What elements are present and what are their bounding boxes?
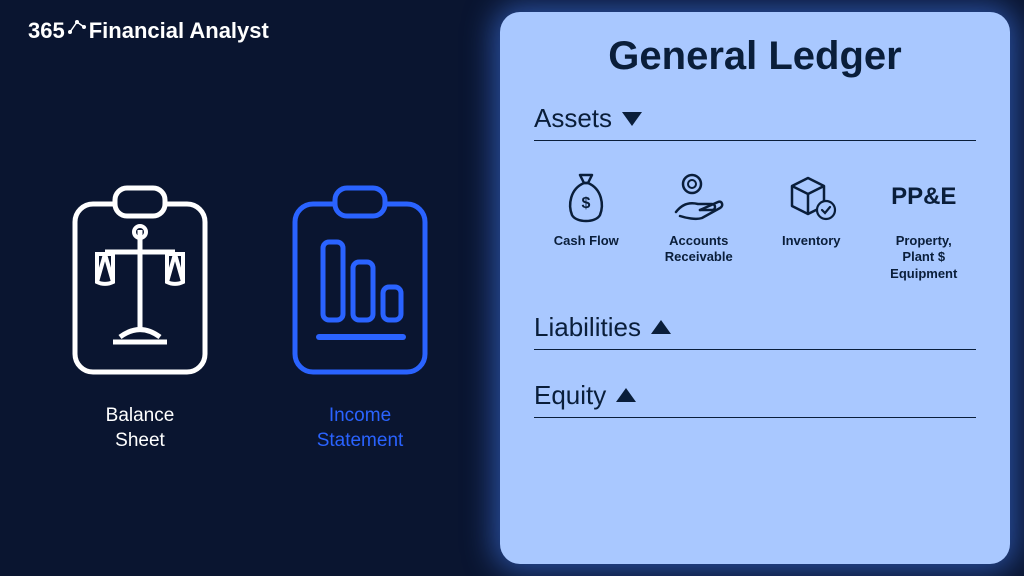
balance-sheet-card: Balance Sheet — [55, 182, 225, 453]
asset-cash-flow: $ Cash Flow — [534, 169, 639, 282]
asset-label: Accounts Receivable — [665, 233, 733, 266]
logo-suffix: Financial Analyst — [89, 18, 269, 44]
balance-sheet-label: Balance Sheet — [106, 404, 175, 453]
balance-sheet-icon — [65, 182, 215, 382]
section-label: Liabilities — [534, 312, 641, 343]
income-statement-card: Income Statement — [275, 182, 445, 453]
label-line: Receivable — [665, 249, 733, 265]
asset-label: Property, Plant $ Equipment — [890, 233, 957, 282]
left-cards-region: Balance Sheet Income Statement — [0, 0, 500, 576]
section-assets[interactable]: Assets — [534, 103, 976, 141]
label-line: Balance — [106, 404, 175, 429]
brand-logo: 365 Financial Analyst — [28, 18, 269, 44]
money-bag-icon: $ — [564, 169, 608, 225]
asset-label: Cash Flow — [554, 233, 619, 249]
chevron-up-icon — [651, 320, 671, 334]
svg-text:$: $ — [582, 195, 591, 212]
logo-chart-icon — [67, 16, 87, 42]
income-statement-icon — [285, 182, 435, 382]
label-line: Accounts — [665, 233, 733, 249]
asset-accounts-receivable: Accounts Receivable — [647, 169, 752, 282]
hand-coin-icon — [672, 169, 726, 225]
label-line: Income — [317, 404, 404, 429]
label-line: Equipment — [890, 266, 957, 282]
ppe-abbrev: PP&E — [891, 169, 956, 225]
label-line: Sheet — [106, 429, 175, 454]
section-label: Equity — [534, 380, 606, 411]
chevron-up-icon — [616, 388, 636, 402]
income-statement-label: Income Statement — [317, 404, 404, 453]
logo-prefix: 365 — [28, 18, 65, 44]
section-liabilities[interactable]: Liabilities — [534, 312, 976, 350]
assets-items-row: $ Cash Flow Accounts Receivable — [534, 169, 976, 282]
label-line: Plant $ — [890, 249, 957, 265]
general-ledger-panel: General Ledger Assets $ Cash Flow — [500, 12, 1010, 564]
section-label: Assets — [534, 103, 612, 134]
label-line: Property, — [890, 233, 957, 249]
chevron-down-icon — [622, 112, 642, 126]
box-check-icon — [784, 169, 838, 225]
asset-ppe: PP&E Property, Plant $ Equipment — [872, 169, 977, 282]
ppe-text: PP&E — [891, 183, 956, 211]
section-equity[interactable]: Equity — [534, 380, 976, 418]
panel-title: General Ledger — [534, 34, 976, 79]
infographic-stage: 365 Financial Analyst — [0, 0, 1024, 576]
asset-label: Inventory — [782, 233, 841, 249]
label-line: Statement — [317, 429, 404, 454]
asset-inventory: Inventory — [759, 169, 864, 282]
